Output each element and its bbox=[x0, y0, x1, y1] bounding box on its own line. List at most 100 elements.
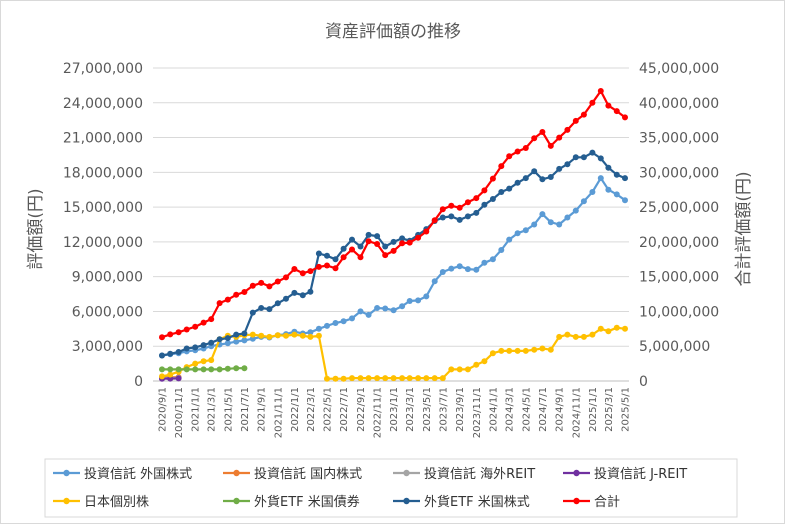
x-tick-label: 2022/1/1 bbox=[290, 387, 301, 432]
data-point bbox=[258, 279, 265, 286]
data-point bbox=[266, 306, 273, 313]
data-point bbox=[183, 345, 190, 352]
series-0 bbox=[159, 175, 628, 359]
data-point bbox=[547, 142, 554, 149]
data-point bbox=[597, 325, 604, 332]
x-tick-label: 2022/7/1 bbox=[339, 387, 350, 432]
data-point bbox=[605, 102, 612, 109]
x-tick-label: 2020/11/1 bbox=[174, 387, 185, 438]
data-point bbox=[415, 234, 422, 241]
data-point bbox=[357, 243, 364, 250]
data-point bbox=[340, 375, 347, 382]
data-point bbox=[423, 228, 430, 235]
data-point bbox=[589, 99, 596, 106]
data-point bbox=[241, 365, 248, 372]
legend-item: 投資信託 外国株式 bbox=[53, 466, 192, 482]
data-point bbox=[439, 375, 446, 382]
x-tick-label: 2022/5/1 bbox=[323, 387, 334, 432]
data-point bbox=[498, 347, 505, 354]
data-point bbox=[307, 329, 314, 336]
data-point bbox=[622, 175, 628, 182]
data-point bbox=[589, 189, 596, 195]
legend-item: 外貨ETF 米国債券 bbox=[223, 494, 360, 510]
data-point bbox=[580, 198, 587, 205]
data-point bbox=[159, 352, 165, 359]
series-line bbox=[161, 326, 626, 380]
data-point bbox=[349, 246, 355, 253]
data-point bbox=[365, 311, 372, 318]
legend-swatch-marker bbox=[233, 497, 240, 505]
data-point bbox=[324, 262, 330, 269]
x-tick-label: 2024/5/1 bbox=[521, 387, 532, 432]
data-point bbox=[233, 338, 240, 345]
y-tick-label: 24,000,000 bbox=[63, 96, 143, 112]
data-point bbox=[572, 117, 579, 124]
data-point bbox=[183, 326, 190, 333]
data-point bbox=[489, 350, 496, 357]
y-tick-label: 9,000,000 bbox=[72, 270, 143, 286]
data-point bbox=[365, 375, 372, 382]
legend-label: 合計 bbox=[594, 494, 620, 510]
x-tick-label: 2023/1/1 bbox=[389, 387, 400, 432]
data-point bbox=[390, 247, 397, 254]
data-point bbox=[464, 213, 471, 220]
left-axis-ticks: 0 3,000,000 6,000,000 9,000,000 12,000,000 15… bbox=[63, 61, 143, 390]
data-point bbox=[382, 252, 389, 259]
data-point bbox=[556, 333, 563, 340]
data-point bbox=[307, 288, 314, 295]
data-point bbox=[580, 333, 587, 340]
data-point bbox=[324, 252, 330, 259]
legend-swatch-marker bbox=[63, 497, 70, 505]
series-line bbox=[161, 177, 626, 357]
x-tick-label: 2023/3/1 bbox=[405, 387, 416, 432]
data-point bbox=[514, 347, 521, 354]
x-tick-label: 2023/5/1 bbox=[422, 387, 433, 432]
y2-tick-label: 35,000,000 bbox=[639, 131, 719, 147]
data-point bbox=[506, 347, 513, 354]
x-tick-label: 2024/3/1 bbox=[505, 387, 516, 432]
data-point bbox=[283, 295, 289, 302]
legend-swatch-marker bbox=[573, 497, 580, 505]
legend-swatch-marker bbox=[233, 469, 240, 477]
data-point bbox=[175, 366, 182, 373]
y-tick-label: 21,000,000 bbox=[63, 131, 143, 147]
data-point bbox=[506, 185, 513, 192]
series-6 bbox=[159, 149, 628, 359]
data-point bbox=[456, 263, 463, 270]
series-7 bbox=[159, 88, 628, 341]
data-point bbox=[183, 366, 190, 373]
data-point bbox=[564, 331, 571, 338]
legend-item: 日本個別株 bbox=[53, 495, 149, 510]
data-point bbox=[514, 148, 521, 155]
data-point bbox=[374, 375, 381, 382]
data-point bbox=[556, 221, 563, 228]
data-point bbox=[572, 154, 579, 161]
data-point bbox=[374, 241, 381, 247]
data-point bbox=[564, 214, 571, 221]
data-point bbox=[291, 289, 298, 296]
legend-item: 投資信託 J-REIT bbox=[563, 466, 687, 482]
x-tick-label: 2022/3/1 bbox=[306, 387, 317, 432]
data-point bbox=[159, 373, 165, 380]
left-axis-title: 評価額(円) bbox=[26, 188, 46, 269]
legend-label: 投資信託 外国株式 bbox=[84, 466, 192, 482]
data-point bbox=[589, 331, 596, 338]
legend-label: 外貨ETF 米国債券 bbox=[254, 494, 360, 510]
data-point bbox=[464, 199, 471, 206]
data-point bbox=[233, 291, 240, 298]
data-point bbox=[564, 161, 571, 168]
data-point bbox=[332, 320, 339, 326]
y2-tick-label: 10,000,000 bbox=[639, 304, 719, 320]
data-point bbox=[547, 174, 554, 180]
data-point bbox=[572, 333, 579, 340]
data-point bbox=[340, 254, 347, 261]
data-point bbox=[556, 134, 563, 141]
x-tick-label: 2021/5/1 bbox=[223, 387, 234, 432]
data-point bbox=[241, 330, 248, 337]
data-point bbox=[498, 189, 505, 195]
data-point bbox=[283, 332, 289, 339]
data-point bbox=[357, 254, 364, 261]
legend-item: 外貨ETF 米国株式 bbox=[393, 494, 530, 510]
data-point bbox=[332, 265, 339, 272]
x-tick-label: 2021/9/1 bbox=[257, 387, 268, 432]
